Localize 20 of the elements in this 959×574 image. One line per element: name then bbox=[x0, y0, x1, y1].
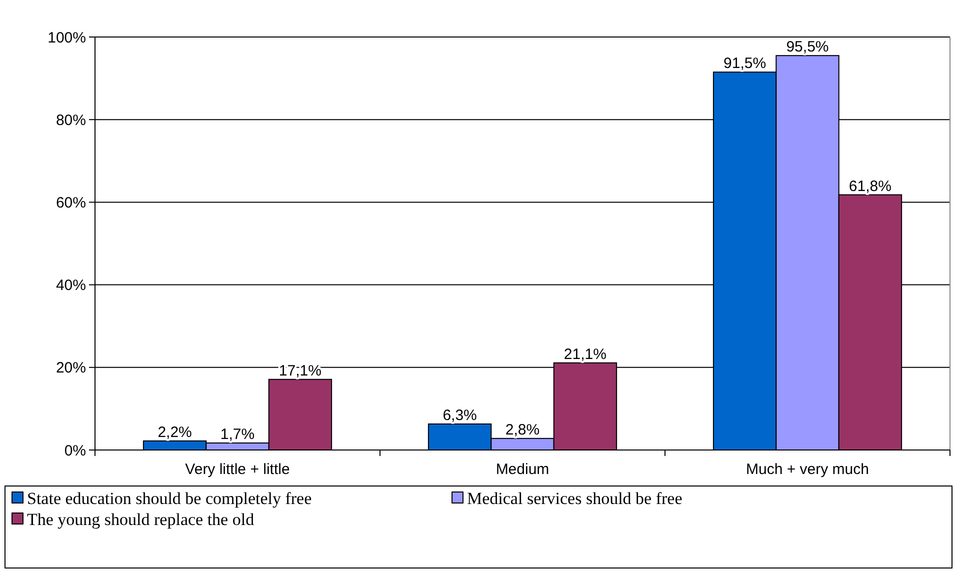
data-label: 1,7% bbox=[220, 426, 255, 443]
x-tick-label: Very little + little bbox=[185, 461, 290, 478]
y-tick-label: 0% bbox=[64, 442, 86, 460]
data-label: 95,5% bbox=[786, 38, 829, 56]
data-label: 61,8% bbox=[848, 178, 892, 195]
data-label: 6,3% bbox=[442, 406, 477, 424]
legend-label: State education should be completely free bbox=[27, 488, 312, 508]
x-tick-label: Medium bbox=[496, 461, 550, 478]
data-label: 21,1% bbox=[564, 346, 606, 363]
y-tick-label: 20% bbox=[56, 360, 86, 377]
y-tick-label: 40% bbox=[56, 277, 86, 294]
data-label: 2,8% bbox=[505, 421, 540, 438]
y-tick-label: 80% bbox=[56, 112, 86, 129]
data-label: 91,5% bbox=[724, 55, 766, 72]
x-tick-label: Much + very much bbox=[746, 461, 869, 478]
y-tick-label: 60% bbox=[56, 194, 86, 212]
data-label: 2,2% bbox=[158, 424, 192, 441]
y-tick-label: 100% bbox=[48, 29, 86, 46]
legend-label: Medical services should be free bbox=[467, 488, 682, 508]
legend-label: The young should replace the old bbox=[27, 510, 255, 529]
